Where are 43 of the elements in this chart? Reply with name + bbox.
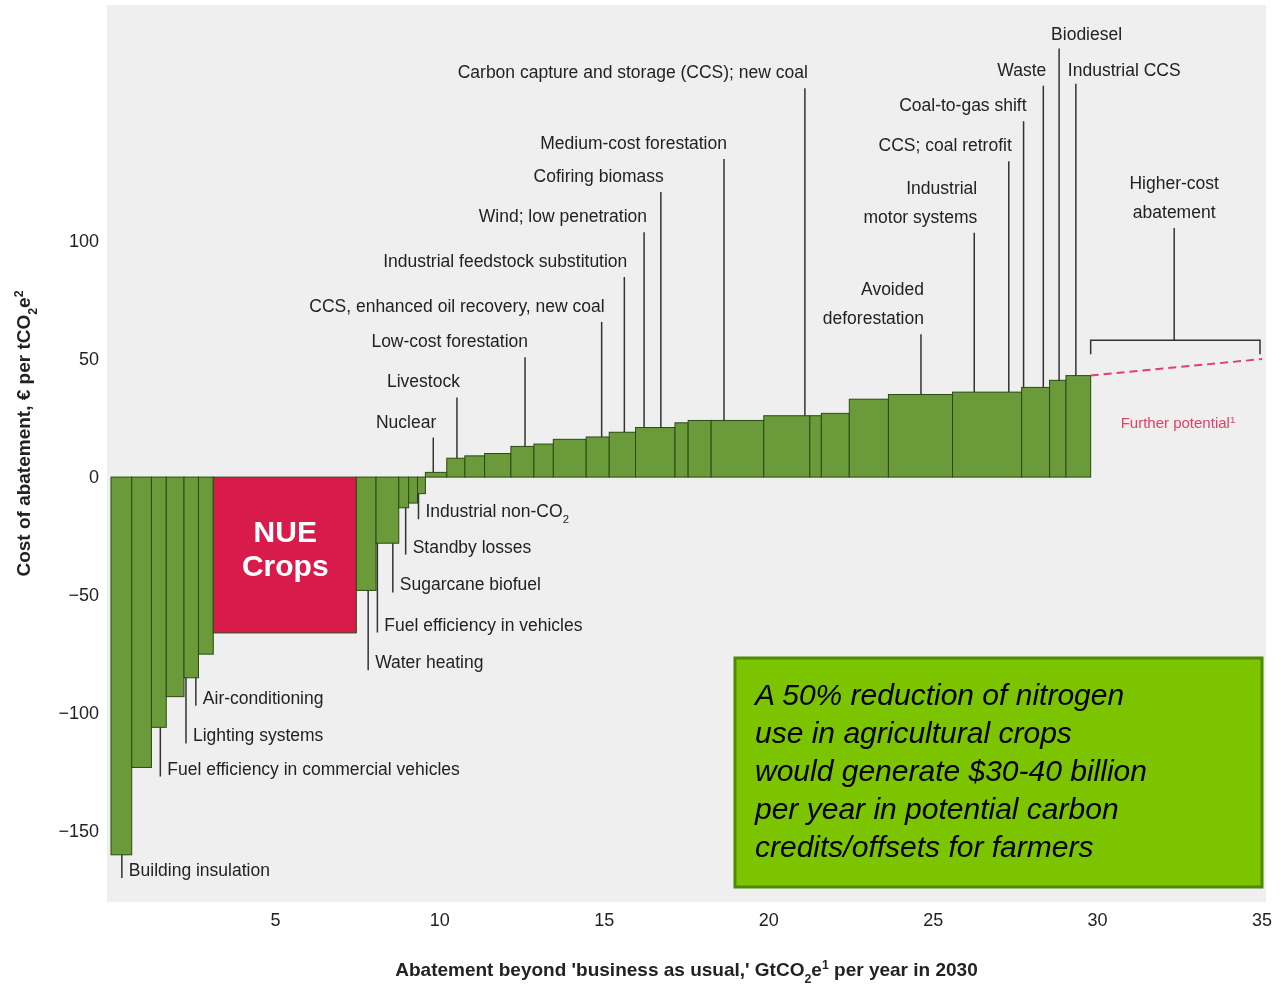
y-tick-label: 50 [78, 349, 99, 370]
annotation: Standby losses [412, 536, 532, 557]
annotation: Avoided deforestation [822, 279, 924, 329]
annotation: Air-conditioning [202, 687, 324, 708]
annotation: CCS, enhanced oil recovery, new coal [309, 295, 605, 316]
annotation: Biodiesel [1051, 24, 1123, 45]
annotation: Industrial CCS [1067, 59, 1181, 80]
annotation: Sugarcane biofuel [399, 574, 541, 595]
x-tick-label: 20 [758, 910, 779, 930]
annotation: Lighting systems [192, 725, 324, 746]
annotation: NUE Crops [241, 514, 329, 582]
annotation: Livestock [387, 371, 461, 392]
annotation: A 50% reduction of nitrogen use in agricultural crops would generate $30-40 billion per year in potential carbon credits/offsets for farmers [753, 678, 1147, 863]
annotation: Fuel efficiency in vehicles [384, 614, 583, 635]
y-tick-label: −50 [68, 585, 99, 606]
x-axis-title: Abatement beyond 'business as usual,' GtCO$_{2}$e$^{1}$ per year in 2030 [395, 958, 978, 986]
x-tick-label: 35 [1251, 910, 1273, 930]
annotation: Water heating [375, 652, 484, 673]
annotation: CCS; coal retrofit [878, 135, 1012, 156]
y-tick-label: 0 [88, 467, 99, 488]
annotation: Building insulation [128, 860, 270, 881]
annotation: Medium-cost forestation [540, 132, 727, 153]
x-tick-label: 10 [429, 910, 450, 930]
annotation: Industrial motor systems [863, 177, 978, 227]
x-tick-label: 25 [923, 910, 944, 930]
text: Further potential$^{1}$ [1120, 413, 1236, 431]
y-tick-label: −150 [58, 821, 99, 842]
x-tick-label: 15 [594, 910, 615, 930]
annotation: Industrial non-CO$_{2}$ [425, 501, 569, 526]
annotation: Nuclear [375, 411, 437, 432]
annotation: Industrial feedstock substitution [383, 251, 628, 272]
x-tick-label: 5 [270, 910, 281, 930]
annotation: Carbon capture and storage (CCS); new coal [457, 62, 808, 83]
x-tick-label: 30 [1087, 910, 1108, 930]
annotation: Fuel efficiency in commercial vehicles [167, 758, 460, 779]
annotation: Waste [997, 59, 1047, 80]
annotation: Cofiring biomass [533, 166, 665, 187]
annotation: Low-cost forestation [371, 331, 529, 352]
annotation: Higher-cost abatement [1129, 173, 1220, 223]
annotation: Wind; low penetration [478, 206, 648, 227]
y-tick-label: −100 [58, 703, 99, 724]
annotation: Coal-to-gas shift [899, 95, 1027, 116]
y-tick-label: 100 [68, 231, 99, 252]
